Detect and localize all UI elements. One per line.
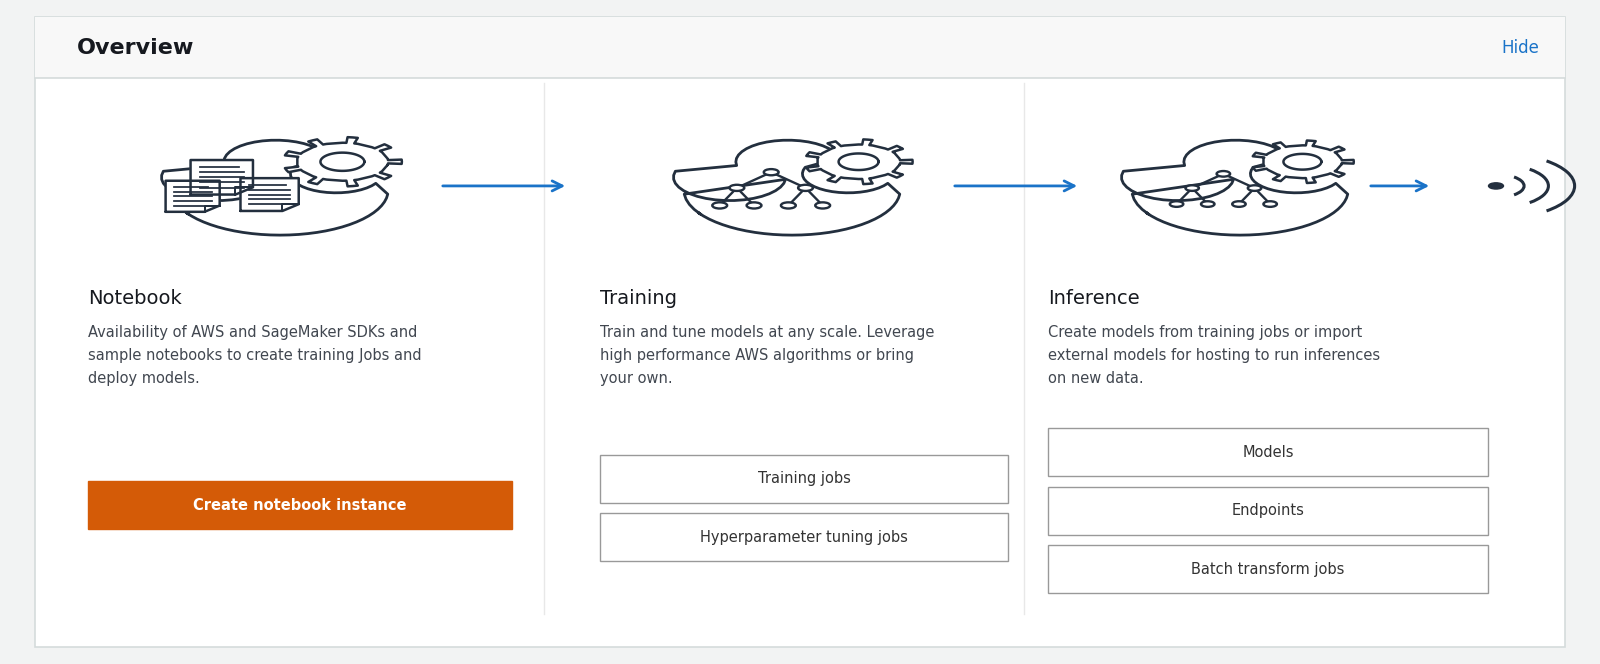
FancyBboxPatch shape xyxy=(35,17,1565,78)
Text: Create notebook instance: Create notebook instance xyxy=(194,498,406,513)
Polygon shape xyxy=(240,178,299,211)
FancyBboxPatch shape xyxy=(1048,545,1488,593)
Circle shape xyxy=(781,203,795,208)
Circle shape xyxy=(763,169,779,175)
Circle shape xyxy=(1264,201,1277,207)
Polygon shape xyxy=(674,140,899,235)
Text: Hyperparameter tuning jobs: Hyperparameter tuning jobs xyxy=(701,530,907,544)
Polygon shape xyxy=(162,140,387,235)
Polygon shape xyxy=(1283,154,1322,169)
Polygon shape xyxy=(1122,140,1347,235)
Text: Hide: Hide xyxy=(1501,39,1539,57)
Polygon shape xyxy=(320,153,365,171)
Text: Availability of AWS and SageMaker SDKs and
sample notebooks to create training J: Availability of AWS and SageMaker SDKs a… xyxy=(88,325,422,386)
Circle shape xyxy=(1232,201,1246,207)
Text: Models: Models xyxy=(1242,445,1294,459)
Text: Create models from training jobs or import
external models for hosting to run in: Create models from training jobs or impo… xyxy=(1048,325,1381,386)
Polygon shape xyxy=(838,153,878,170)
Text: Training: Training xyxy=(600,289,677,308)
Circle shape xyxy=(712,203,726,208)
FancyBboxPatch shape xyxy=(88,481,512,529)
Polygon shape xyxy=(190,160,253,195)
Circle shape xyxy=(747,203,762,208)
Circle shape xyxy=(1488,183,1504,189)
Text: Notebook: Notebook xyxy=(88,289,182,308)
Circle shape xyxy=(816,203,830,208)
Text: Overview: Overview xyxy=(77,38,194,58)
Polygon shape xyxy=(285,137,402,187)
Polygon shape xyxy=(1253,141,1354,183)
Circle shape xyxy=(730,185,744,191)
Text: Train and tune models at any scale. Leverage
high performance AWS algorithms or : Train and tune models at any scale. Leve… xyxy=(600,325,934,386)
Text: Endpoints: Endpoints xyxy=(1232,503,1304,518)
Circle shape xyxy=(1170,201,1184,207)
Polygon shape xyxy=(165,181,219,212)
FancyBboxPatch shape xyxy=(600,513,1008,561)
Circle shape xyxy=(798,185,813,191)
FancyBboxPatch shape xyxy=(1048,487,1488,535)
Circle shape xyxy=(1216,171,1230,177)
Polygon shape xyxy=(806,139,912,184)
Circle shape xyxy=(1248,185,1261,191)
Circle shape xyxy=(1186,185,1198,191)
Text: Batch transform jobs: Batch transform jobs xyxy=(1192,562,1344,576)
FancyBboxPatch shape xyxy=(1048,428,1488,476)
Text: Training jobs: Training jobs xyxy=(757,471,851,486)
FancyBboxPatch shape xyxy=(600,455,1008,503)
FancyBboxPatch shape xyxy=(35,17,1565,647)
Circle shape xyxy=(1202,201,1214,207)
Text: Inference: Inference xyxy=(1048,289,1139,308)
